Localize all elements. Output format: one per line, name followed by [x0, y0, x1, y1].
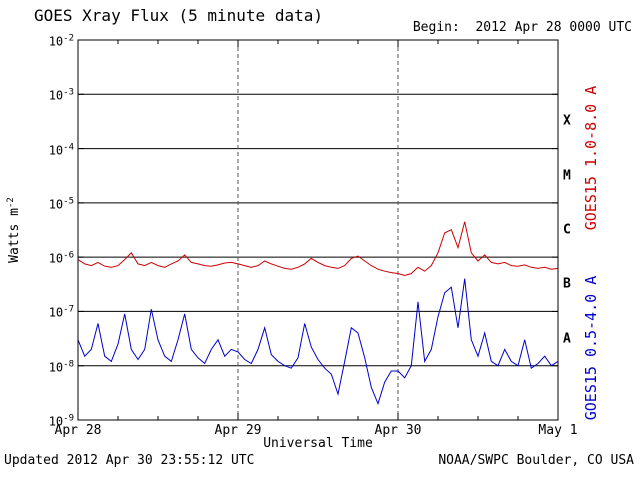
chart-title: GOES Xray Flux (5 minute data)	[34, 6, 323, 25]
y-tick-label: 10-7	[48, 304, 74, 320]
y-tick-label: 10-6	[48, 250, 74, 266]
flare-class-a-label: A	[563, 331, 571, 347]
y-tick-label: 10-5	[48, 196, 74, 212]
source-attribution: NOAA/SWPC Boulder, CO USA	[438, 453, 634, 468]
x-tick-label: May 1	[538, 423, 578, 438]
x-tick-label: Apr 29	[214, 423, 262, 438]
plot-frame	[77, 39, 559, 421]
x-axis-title: Universal Time	[263, 436, 373, 451]
flare-class-m-label: M	[563, 168, 571, 184]
y-axis-title-base: Watts m	[7, 208, 23, 263]
x-tick-label: Apr 28	[54, 423, 102, 438]
axis-ticks	[78, 39, 558, 421]
y-tick-label: 10-4	[48, 142, 74, 158]
y-tick-label: 10-2	[48, 33, 74, 49]
series-label-goes15-short: GOES15 0.5-4.0 A	[582, 275, 600, 421]
gridlines	[78, 40, 558, 420]
flare-class-x-label: X	[563, 113, 571, 129]
series-label-goes15-long: GOES15 1.0-8.0 A	[582, 85, 600, 231]
flare-class-c-label: C	[563, 222, 571, 238]
series-goes15-short-05-4A	[77, 278, 559, 406]
y-tick-label: 10-3	[48, 87, 74, 103]
y-axis-title-exponent: -2	[5, 197, 16, 209]
y-axis-title: Watts m-2	[6, 197, 22, 263]
x-tick-label: Apr 30	[374, 423, 422, 438]
begin-timestamp: Begin: 2012 Apr 28 0000 UTC	[412, 20, 632, 35]
series-goes15-long-1-8A	[77, 221, 559, 277]
flare-class-b-label: B	[563, 276, 571, 292]
y-tick-label: 10-9	[48, 413, 74, 429]
y-tick-label: 10-8	[48, 359, 74, 375]
updated-timestamp: Updated 2012 Apr 30 23:55:12 UTC	[4, 453, 255, 468]
